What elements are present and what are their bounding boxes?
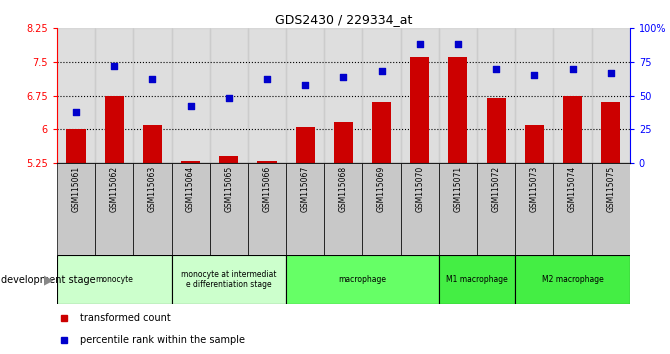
Bar	[401, 28, 439, 163]
Text: monocyte at intermediat
e differentiation stage: monocyte at intermediat e differentiatio…	[181, 270, 277, 289]
Bar	[553, 163, 592, 255]
Bar	[525, 125, 544, 163]
Bar	[286, 255, 439, 304]
Bar	[324, 28, 362, 163]
Bar	[324, 163, 362, 255]
Bar	[257, 161, 277, 163]
Point	[605, 70, 616, 75]
Bar	[248, 28, 286, 163]
Text: GSM115074: GSM115074	[568, 166, 577, 212]
Bar	[486, 98, 506, 163]
Text: GSM115063: GSM115063	[148, 166, 157, 212]
Text: macrophage: macrophage	[338, 275, 387, 284]
Point	[261, 76, 272, 82]
Bar	[553, 28, 592, 163]
Text: GSM115062: GSM115062	[110, 166, 119, 212]
Bar	[592, 28, 630, 163]
Point	[109, 63, 119, 69]
Bar	[372, 102, 391, 163]
Point	[70, 109, 81, 115]
Bar	[477, 163, 515, 255]
Point	[185, 103, 196, 109]
Point	[223, 96, 234, 101]
Text: M1 macrophage: M1 macrophage	[446, 275, 508, 284]
Bar	[295, 127, 315, 163]
Bar	[66, 129, 86, 163]
Text: GSM115073: GSM115073	[530, 166, 539, 212]
Text: GSM115064: GSM115064	[186, 166, 195, 212]
Point	[338, 74, 348, 80]
Title: GDS2430 / 229334_at: GDS2430 / 229334_at	[275, 13, 412, 26]
Bar	[515, 28, 553, 163]
Text: GSM115061: GSM115061	[72, 166, 80, 212]
Point	[376, 69, 387, 74]
Bar	[133, 163, 172, 255]
Bar	[57, 255, 172, 304]
Bar	[592, 163, 630, 255]
Text: GSM115065: GSM115065	[224, 166, 233, 212]
Text: GSM115071: GSM115071	[454, 166, 462, 212]
Point	[414, 42, 425, 47]
Text: ▶: ▶	[44, 273, 54, 286]
Bar	[448, 57, 468, 163]
Bar	[95, 28, 133, 163]
Text: GSM115068: GSM115068	[339, 166, 348, 212]
Text: M2 macrophage: M2 macrophage	[541, 275, 604, 284]
Bar	[57, 28, 95, 163]
Point	[529, 73, 539, 78]
Bar	[439, 255, 515, 304]
Text: GSM115075: GSM115075	[606, 166, 615, 212]
Point	[147, 76, 157, 82]
Point	[299, 82, 310, 88]
Bar	[57, 163, 95, 255]
Text: GSM115070: GSM115070	[415, 166, 424, 212]
Text: percentile rank within the sample: percentile rank within the sample	[80, 335, 245, 345]
Bar	[439, 28, 477, 163]
Bar	[210, 163, 248, 255]
Bar	[219, 156, 239, 163]
Text: development stage: development stage	[1, 275, 95, 285]
Bar	[133, 28, 172, 163]
Bar	[248, 163, 286, 255]
Text: GSM115072: GSM115072	[492, 166, 500, 212]
Bar	[143, 125, 162, 163]
Point	[567, 66, 578, 72]
Bar	[286, 163, 324, 255]
Bar	[172, 163, 210, 255]
Text: GSM115069: GSM115069	[377, 166, 386, 212]
Bar	[410, 57, 429, 163]
Bar	[334, 122, 353, 163]
Bar	[181, 161, 200, 163]
Bar	[362, 163, 401, 255]
Text: GSM115066: GSM115066	[263, 166, 271, 212]
Bar	[401, 163, 439, 255]
Bar	[515, 163, 553, 255]
Bar	[439, 163, 477, 255]
Bar	[477, 28, 515, 163]
Bar	[172, 255, 286, 304]
Bar	[95, 163, 133, 255]
Bar	[286, 28, 324, 163]
Bar	[601, 102, 620, 163]
Bar	[563, 96, 582, 163]
Bar	[105, 96, 124, 163]
Bar	[362, 28, 401, 163]
Text: monocyte: monocyte	[95, 275, 133, 284]
Point	[452, 42, 463, 47]
Text: transformed count: transformed count	[80, 313, 171, 323]
Bar	[210, 28, 248, 163]
Bar	[172, 28, 210, 163]
Text: GSM115067: GSM115067	[301, 166, 310, 212]
Point	[490, 66, 501, 72]
Bar	[515, 255, 630, 304]
